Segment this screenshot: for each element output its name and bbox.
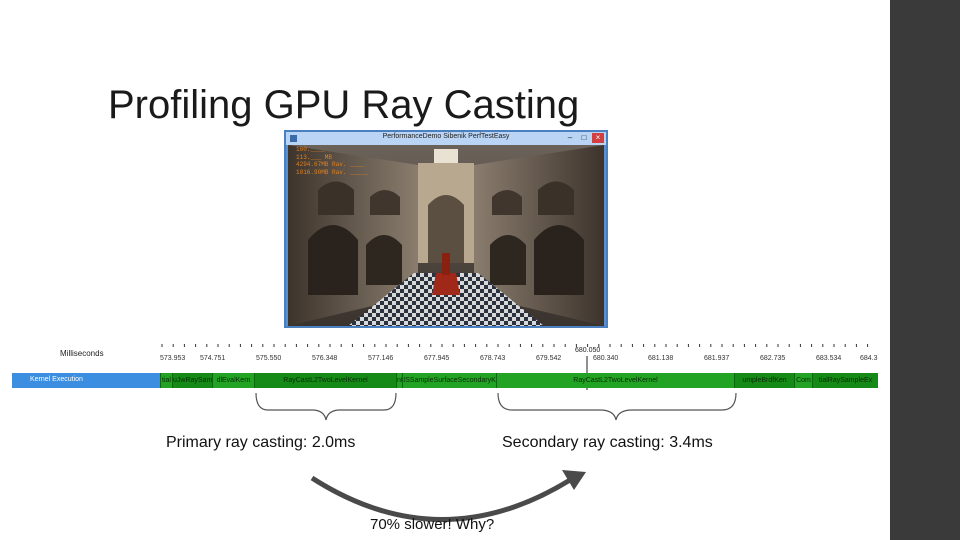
tick-label: 681.937 bbox=[704, 355, 730, 362]
cathedral-render bbox=[288, 145, 604, 326]
profiler-timeline: Milliseconds 680.050 573.953 574.751 575… bbox=[0, 338, 890, 398]
slower-arrow bbox=[310, 475, 572, 522]
kernel-block-primary-raycast[interactable]: RayCastL2TwoLevelKernel bbox=[254, 373, 396, 388]
kernel-block[interactable]: dlEvalKern bbox=[212, 373, 254, 388]
kernel-block[interactable]: uJwRaySampler bbox=[172, 373, 212, 388]
tick-label: 678.743 bbox=[480, 355, 506, 362]
overlay-stats: 160.____ 113.___ MB 4294.67MB Rav. ____ … bbox=[296, 146, 369, 176]
kernel-block-secondary-raycast[interactable]: RayCastL2TwoLevelKernel bbox=[496, 373, 734, 388]
secondary-ray-caption: Secondary ray casting: 3.4ms bbox=[502, 434, 713, 451]
tick-label: 573.953 bbox=[160, 355, 186, 362]
kernel-block[interactable]: tialRaySampleEx bbox=[812, 373, 878, 388]
primary-ray-caption: Primary ray casting: 2.0ms bbox=[166, 434, 356, 451]
maximize-icon[interactable]: □ bbox=[581, 133, 587, 142]
tick-label: 577.146 bbox=[368, 355, 394, 362]
render-window: PerformanceDemo Sibenik PerfTestEasy – □… bbox=[284, 130, 608, 328]
right-accent-bar bbox=[890, 0, 960, 540]
kernel-block[interactable]: Com bbox=[794, 373, 812, 388]
slower-question-caption: 70% slower! Why? bbox=[370, 516, 495, 533]
tick-label: 682.735 bbox=[760, 355, 786, 362]
tick-label: 684.3 bbox=[860, 355, 878, 362]
app-icon bbox=[290, 135, 297, 142]
tick-label: 680.340 bbox=[593, 355, 619, 362]
tick-label: 677.945 bbox=[424, 355, 450, 362]
close-icon[interactable]: × bbox=[592, 133, 604, 143]
window-title: PerformanceDemo Sibenik PerfTestEasy bbox=[382, 133, 510, 140]
kernel-block[interactable]: umpleBrdfKen bbox=[734, 373, 794, 388]
tick-label: 575.550 bbox=[256, 355, 282, 362]
window-titlebar: PerformanceDemo Sibenik PerfTestEasy – □… bbox=[286, 132, 606, 145]
tick-label: 576.348 bbox=[312, 355, 338, 362]
cursor-value: 680.050 bbox=[575, 347, 601, 354]
minimize-icon[interactable]: – bbox=[567, 133, 573, 142]
kernel-row-label: Kernel Execution bbox=[30, 376, 83, 383]
tick-label: 679.542 bbox=[536, 355, 562, 362]
tick-label: 574.751 bbox=[200, 355, 226, 362]
slide-title: Profiling GPU Ray Casting bbox=[108, 83, 580, 127]
kernel-block[interactable]: ntM bbox=[396, 373, 402, 388]
milliseconds-label: Milliseconds bbox=[60, 349, 104, 358]
tick-label: 681.138 bbox=[648, 355, 674, 362]
arrow-head-icon bbox=[562, 470, 586, 490]
kernel-block[interactable]: ISSampleSurfaceSecondaryK bbox=[402, 373, 496, 388]
timeline-ruler bbox=[161, 344, 869, 390]
kernel-block[interactable]: tial bbox=[160, 373, 172, 388]
tick-label: 683.534 bbox=[816, 355, 842, 362]
